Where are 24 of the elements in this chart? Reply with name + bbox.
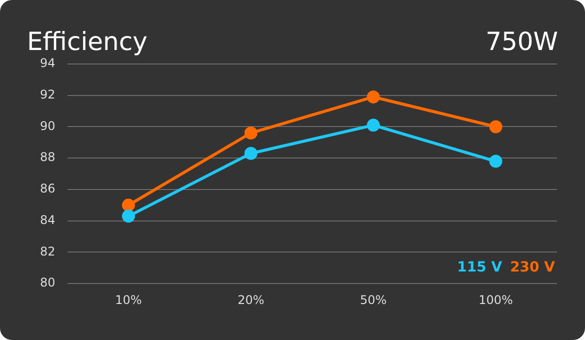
chart-title: Efficiency — [27, 27, 148, 56]
x-tick-label: 20% — [238, 292, 264, 307]
y-tick-label: 86 — [40, 182, 56, 196]
point — [366, 90, 380, 104]
point — [489, 120, 502, 134]
chart-subtitle: 750W — [486, 27, 558, 56]
point — [366, 118, 380, 132]
y-tick-label: 84 — [40, 212, 56, 227]
y-tick-label: 92 — [40, 87, 56, 102]
point — [489, 154, 502, 168]
y-tick-label: 82 — [40, 244, 56, 258]
x-tick-label: 100% — [478, 292, 513, 307]
point — [244, 146, 258, 160]
x-tick-label: 50% — [360, 292, 387, 307]
y-tick-label: 90 — [40, 118, 56, 133]
point — [122, 210, 135, 223]
point — [122, 198, 135, 212]
y-tick-label: 88 — [40, 150, 56, 164]
text: 115 V — [457, 260, 502, 276]
y-tick-label: 80 — [40, 276, 56, 290]
x-tick-label: 10% — [115, 292, 142, 307]
point — [244, 126, 258, 140]
y-tick-label: 94 — [40, 56, 56, 70]
text: 230 V — [510, 260, 556, 276]
